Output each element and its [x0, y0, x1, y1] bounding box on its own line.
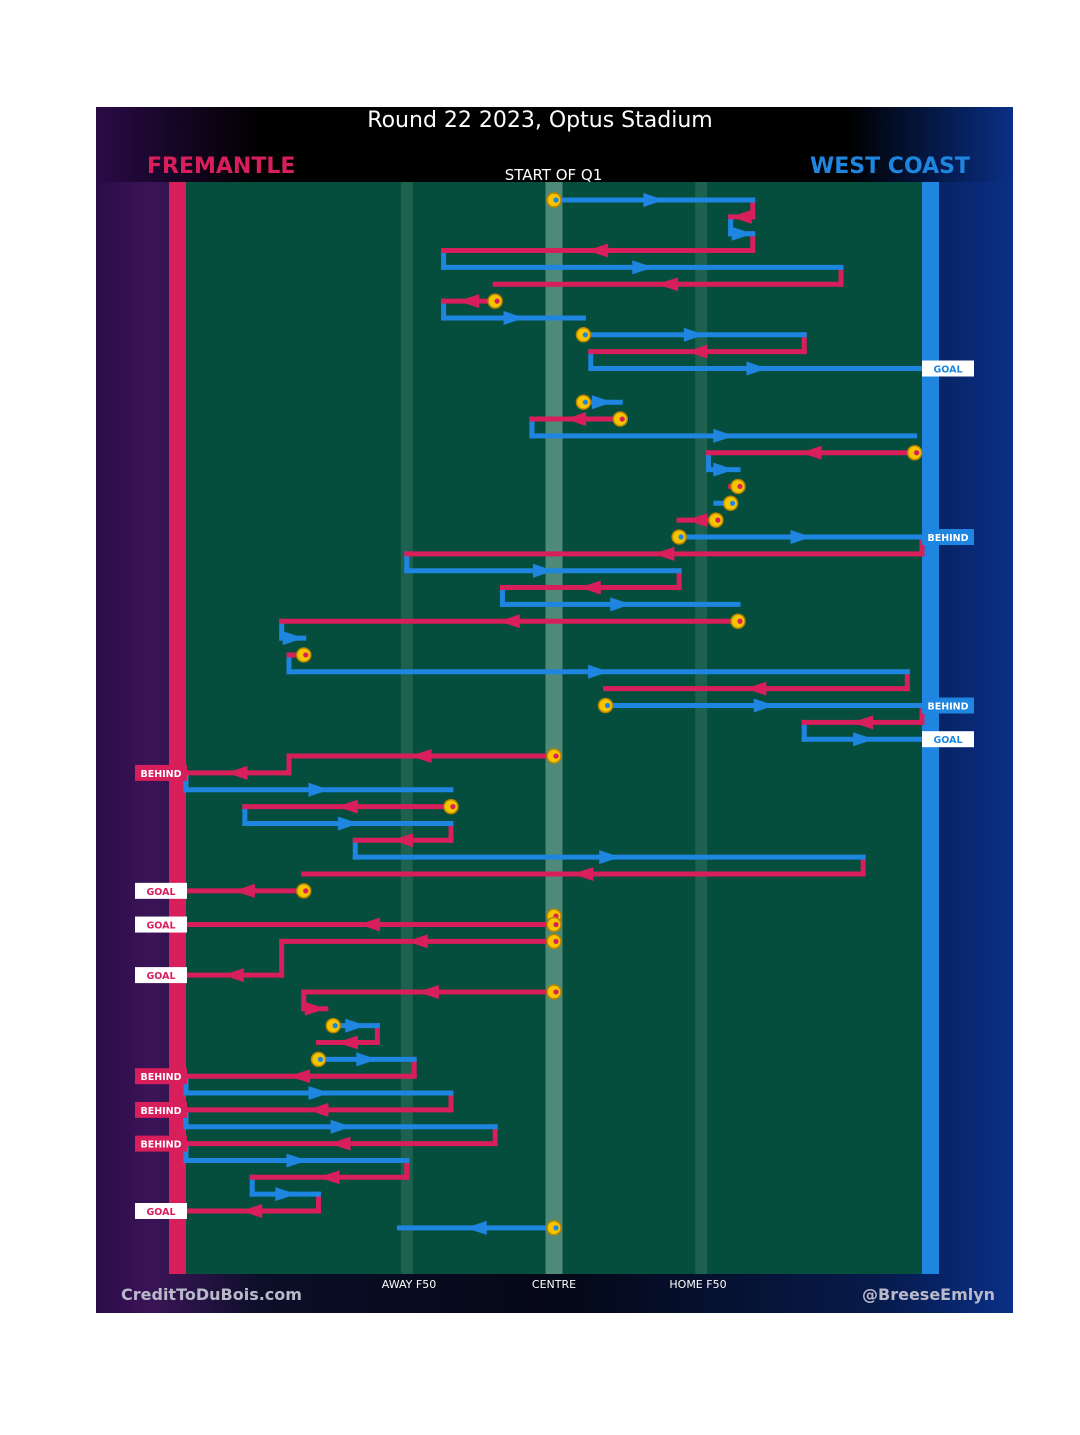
score-badge-label: BEHIND [140, 1140, 181, 1151]
score-badge-label: GOAL [933, 365, 962, 376]
possession-start-dot [303, 652, 308, 657]
credit-right: @BreeseEmlyn [862, 1285, 995, 1304]
reference-line-centre [546, 182, 563, 1274]
credit-left: CreditToDuBois.com [121, 1285, 302, 1304]
x-tick-away-f50: AWAY F50 [359, 1278, 459, 1291]
possession-start-dot [737, 619, 742, 624]
period-label: START OF Q1 [0, 166, 1080, 184]
possession-start-dot [333, 1023, 338, 1028]
possession-start-dot [605, 703, 610, 708]
possession-start-dot [583, 400, 588, 405]
possession-start-dot [737, 484, 742, 489]
possession-start-dot [318, 1057, 323, 1062]
x-tick-home-f50: HOME F50 [648, 1278, 748, 1291]
possession-start-dot [583, 332, 588, 337]
score-badge-label: GOAL [146, 971, 175, 982]
score-badge-label: GOAL [933, 735, 962, 746]
score-badge-label: GOAL [146, 887, 175, 898]
possession-start-dot [914, 450, 919, 455]
score-badge-label: BEHIND [140, 1072, 181, 1083]
possession-start-dot [553, 197, 558, 202]
chart-title: Round 22 2023, Optus Stadium [0, 108, 1080, 133]
score-badge-label: BEHIND [927, 533, 968, 544]
possession-start-dot [715, 518, 720, 523]
possession-start-dot [303, 888, 308, 893]
score-badge-label: BEHIND [140, 1106, 181, 1117]
away-goal-line [922, 182, 939, 1274]
possession-start-dot [553, 939, 558, 944]
possession-start-dot [730, 501, 735, 506]
possession-start-dot [553, 989, 558, 994]
possession-start-dot [495, 299, 500, 304]
score-badge-label: BEHIND [140, 769, 181, 780]
possession-start-dot [620, 416, 625, 421]
score-badge-label: GOAL [146, 1207, 175, 1218]
possession-chain-chart: GOAL BEHIND BEHIND GOAL BEHIND GOAL GOAL GOAL BE… [0, 0, 1080, 1435]
possession-start-dot [450, 804, 455, 809]
possession-start-dot [553, 753, 558, 758]
x-tick-centre: CENTRE [504, 1278, 604, 1291]
score-badge-label: BEHIND [927, 702, 968, 713]
possession-start-dot [679, 534, 684, 539]
score-badge-label: GOAL [146, 921, 175, 932]
possession-start-dot [553, 922, 558, 927]
possession-start-dot [553, 1225, 558, 1230]
